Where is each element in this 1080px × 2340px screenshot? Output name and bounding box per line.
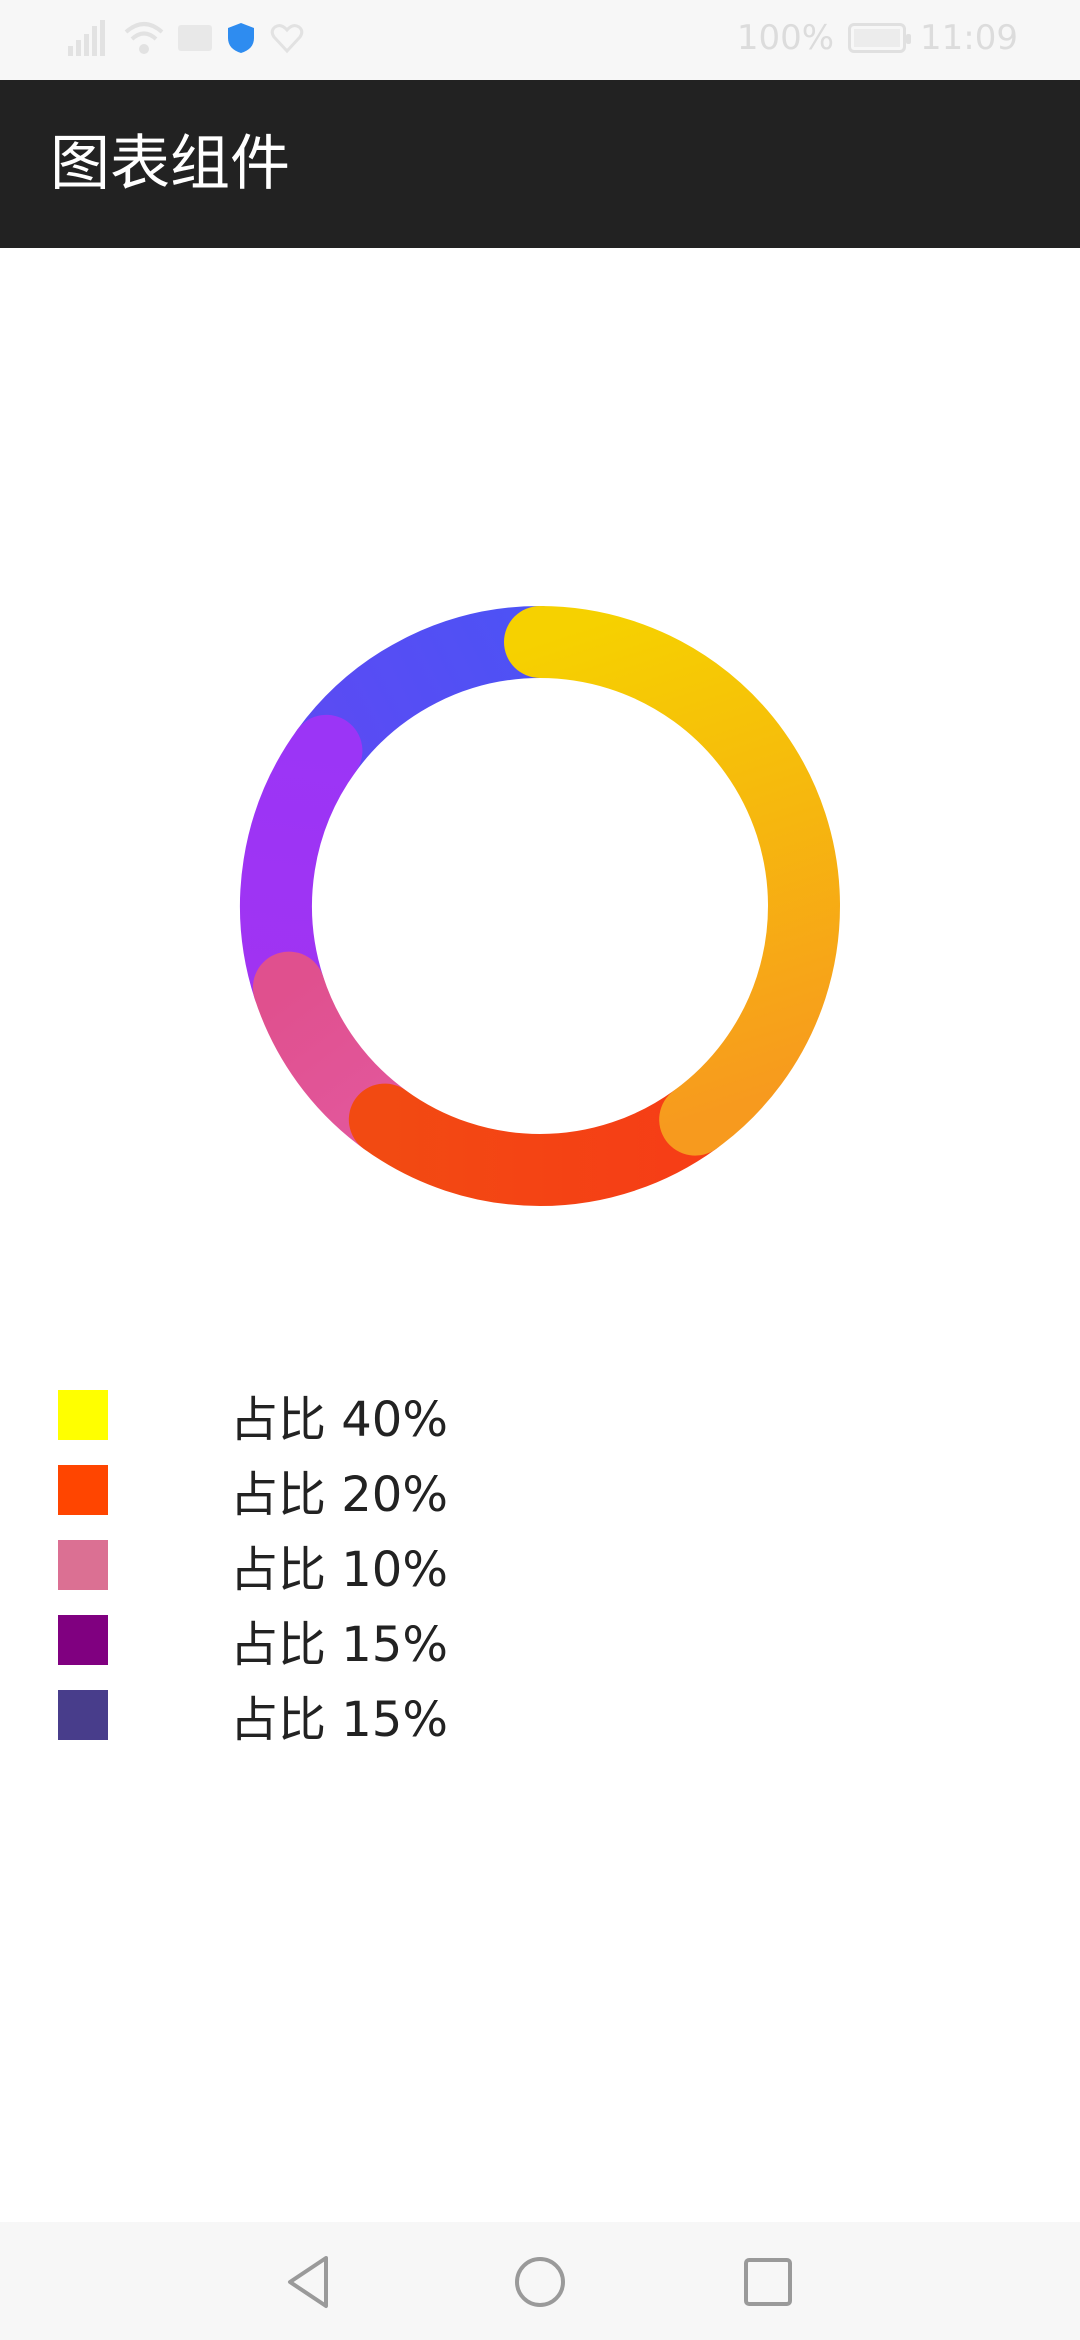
clock: 11:09 (920, 18, 1018, 58)
wifi-icon (124, 22, 164, 54)
legend-label: 占比 20% (230, 1467, 448, 1523)
donut-slice-2[interactable] (348, 1083, 732, 1206)
status-icons-left (62, 18, 304, 58)
shield-icon (228, 23, 254, 53)
status-bar: 100% 11:09 (0, 0, 1080, 80)
legend-swatch (58, 1465, 108, 1515)
signal-icon (68, 20, 105, 56)
legend-item: 占比 40% (58, 1386, 758, 1461)
page-title: 图表组件 (50, 129, 290, 199)
legend-label: 占比 10% (230, 1542, 448, 1598)
legend-swatch (58, 1615, 108, 1665)
chart-legend: 占比 40% 占比 20% 占比 10% 占比 15% 占比 15% (58, 1386, 758, 1761)
legend-label: 占比 15% (230, 1692, 448, 1748)
legend-item: 占比 15% (58, 1611, 758, 1686)
app-bar: 图表组件 (0, 80, 1080, 248)
mail-icon (178, 25, 212, 51)
legend-label: 占比 40% (230, 1392, 448, 1448)
donut-slice-1[interactable] (504, 606, 840, 1156)
recents-icon[interactable] (734, 2248, 802, 2316)
home-icon[interactable] (506, 2248, 574, 2316)
battery-percent: 100% (736, 18, 835, 58)
legend-swatch (58, 1690, 108, 1740)
back-icon[interactable] (276, 2248, 344, 2316)
status-icons-right: 100% 11:09 (737, 18, 1018, 58)
heart-icon (270, 24, 304, 54)
legend-label: 占比 15% (230, 1617, 448, 1673)
legend-item: 占比 20% (58, 1461, 758, 1536)
battery-icon (848, 23, 912, 53)
legend-swatch (58, 1390, 108, 1440)
legend-swatch (58, 1540, 108, 1590)
legend-item: 占比 10% (58, 1536, 758, 1611)
legend-item: 占比 15% (58, 1686, 758, 1761)
donut-chart (240, 606, 840, 1206)
navigation-bar (0, 2222, 1080, 2340)
